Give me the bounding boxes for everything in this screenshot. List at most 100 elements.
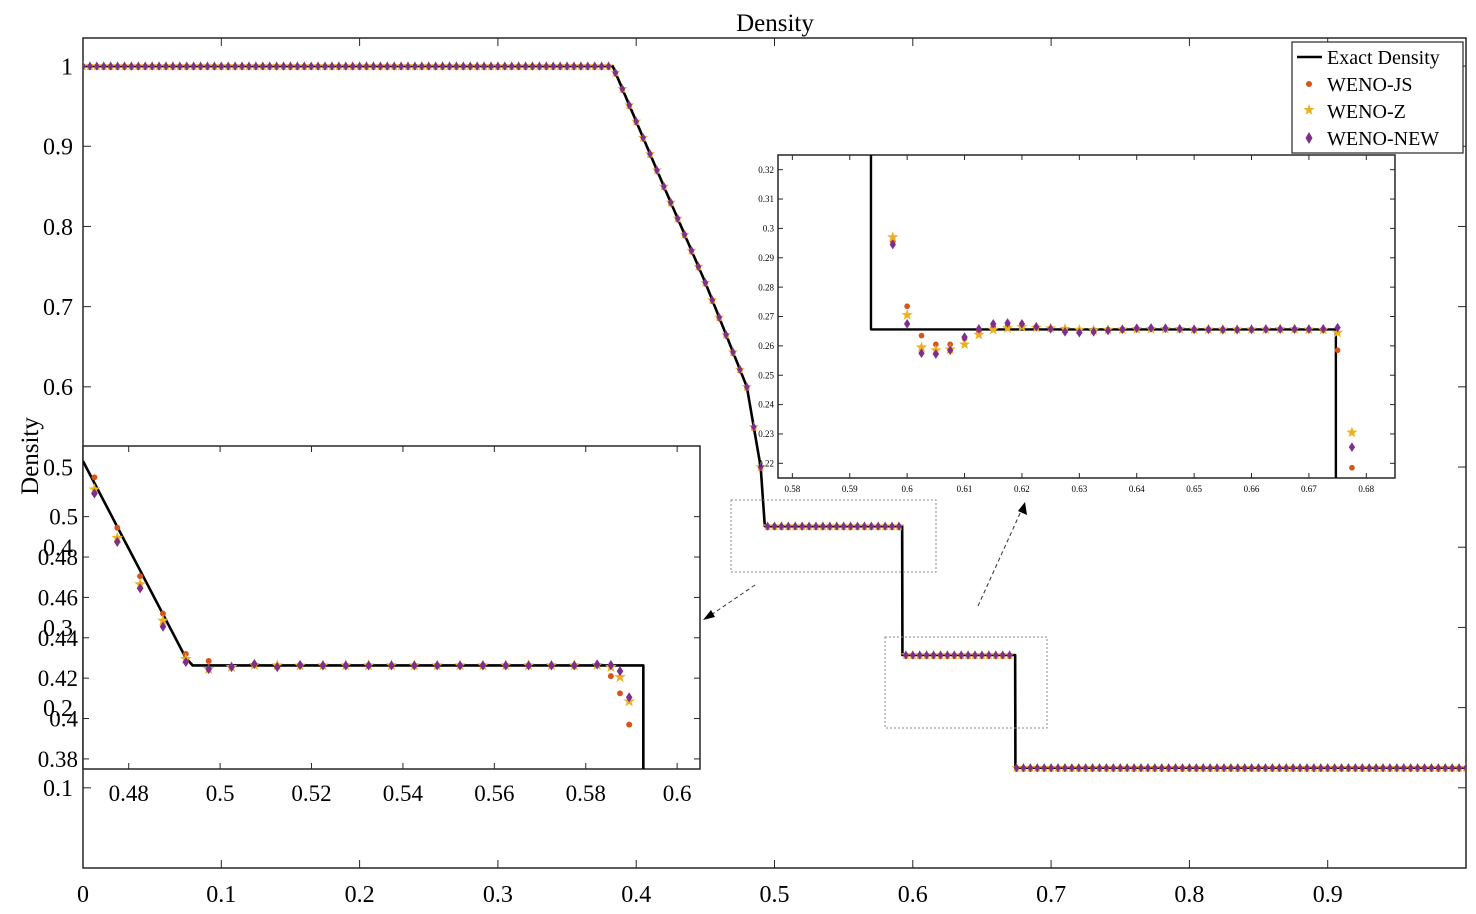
- weno-new-point: [806, 521, 812, 531]
- weno-new-point: [467, 61, 474, 71]
- weno-new-point: [1018, 319, 1026, 329]
- weno-new-point: [1117, 763, 1124, 773]
- weno-new-point: [1234, 324, 1241, 335]
- weno-new-point: [826, 521, 833, 531]
- legend: Exact Density WENO-JS WENO-Z WENO-NEW: [1291, 41, 1464, 154]
- weno-new-point: [1320, 324, 1327, 334]
- legend-dot-icon: [1306, 81, 1312, 87]
- weno-new-point: [495, 61, 501, 71]
- x-tick-label: 0.54: [383, 781, 424, 806]
- weno-new-point: [1241, 763, 1248, 773]
- weno-new-point: [619, 84, 626, 94]
- weno-new-point: [1104, 325, 1112, 336]
- weno-new-point: [992, 650, 999, 660]
- weno-new-point: [571, 660, 578, 671]
- zoom-arrow-right: [977, 502, 1027, 607]
- chart-title: Density: [736, 10, 814, 37]
- weno-new-point: [100, 61, 107, 71]
- weno-new-point: [975, 324, 983, 334]
- weno-new-point: [944, 650, 951, 660]
- weno-new-point: [391, 61, 398, 71]
- y-axis-label: Density: [17, 417, 44, 495]
- weno-new-point: [287, 61, 294, 71]
- weno-new-point: [425, 61, 432, 71]
- weno-new-point: [1262, 763, 1269, 773]
- x-tick-label: 0.3: [483, 882, 513, 908]
- weno-new-point: [1158, 763, 1165, 773]
- inset-left-series: [83, 460, 645, 769]
- weno-new-point: [342, 660, 350, 671]
- weno-new-point: [986, 650, 992, 660]
- weno-new-point: [833, 521, 840, 531]
- weno-new-point: [1352, 763, 1359, 773]
- weno-new-point: [170, 61, 176, 71]
- weno-new-point: [571, 61, 577, 71]
- weno-new-point: [1400, 763, 1407, 773]
- weno-new-point: [182, 656, 190, 668]
- x-tick-label: 0.5: [760, 882, 790, 908]
- weno-new-point: [1205, 324, 1212, 335]
- x-tick-label: 0.66: [1244, 484, 1260, 494]
- weno-new-point: [411, 660, 418, 671]
- weno-new-point: [785, 521, 792, 531]
- weno-new-point: [525, 660, 532, 671]
- weno-new-point: [1193, 763, 1200, 773]
- y-tick-label: 0.4: [43, 536, 73, 562]
- weno-new-point: [87, 61, 93, 71]
- weno-js-point: [1349, 464, 1355, 471]
- weno-new-point: [225, 61, 232, 71]
- x-tick-label: 0.61: [957, 484, 973, 494]
- y-tick-label: 0.1: [43, 776, 73, 802]
- weno-new-point: [654, 165, 660, 175]
- weno-new-point: [1380, 763, 1386, 773]
- weno-new-point: [1047, 324, 1054, 334]
- weno-new-point: [479, 660, 487, 671]
- weno-z-point: [958, 338, 971, 350]
- weno-new-point: [1034, 763, 1041, 773]
- weno-new-point: [142, 61, 149, 71]
- weno-new-point: [932, 349, 939, 359]
- main-series: [83, 60, 1466, 773]
- weno-new-point: [308, 61, 315, 71]
- weno-new-point: [951, 650, 958, 660]
- weno-new-point: [903, 650, 909, 660]
- weno-new-point: [412, 61, 418, 71]
- weno-new-point: [232, 61, 238, 71]
- y-tick-label: 0.28: [758, 282, 774, 292]
- weno-new-point: [405, 61, 411, 71]
- x-tick-label: 0.7: [1036, 882, 1066, 908]
- zoom-arrow-left: [703, 584, 756, 620]
- weno-new-point: [923, 650, 930, 660]
- weno-new-point: [764, 521, 771, 531]
- weno-new-point: [1214, 763, 1220, 773]
- weno-js-point: [205, 658, 212, 664]
- weno-new-point: [778, 521, 785, 531]
- weno-new-point: [1207, 763, 1213, 773]
- y-tick-label: 0.3: [43, 616, 73, 642]
- x-tick-label: 0.8: [1174, 882, 1204, 908]
- weno-new-point: [1076, 327, 1083, 338]
- weno-new-point: [239, 61, 245, 71]
- y-tick-label: 0.32: [758, 165, 774, 175]
- weno-js-point: [607, 673, 614, 680]
- weno-new-point: [1234, 763, 1241, 773]
- weno-new-point: [159, 621, 167, 632]
- x-tick-label: 0.2: [345, 882, 375, 908]
- weno-new-point: [598, 61, 605, 71]
- weno-new-point: [453, 61, 460, 71]
- weno-new-point: [896, 521, 902, 531]
- weno-new-point: [163, 61, 169, 71]
- weno-z-point: [915, 341, 928, 353]
- weno-new-point: [972, 650, 978, 660]
- legend-star-icon: [1303, 104, 1315, 115]
- y-tick-label: 0.5: [49, 505, 78, 530]
- legend-item-weno-js: WENO-JS: [1306, 74, 1413, 96]
- weno-new-point: [456, 660, 464, 671]
- weno-new-point: [529, 61, 536, 71]
- weno-new-point: [515, 61, 522, 71]
- legend-label: WENO-Z: [1327, 101, 1406, 123]
- weno-new-point: [418, 61, 425, 71]
- weno-new-point: [1345, 763, 1352, 773]
- y-tick-label: 0.7: [43, 295, 73, 321]
- weno-new-point: [280, 61, 287, 71]
